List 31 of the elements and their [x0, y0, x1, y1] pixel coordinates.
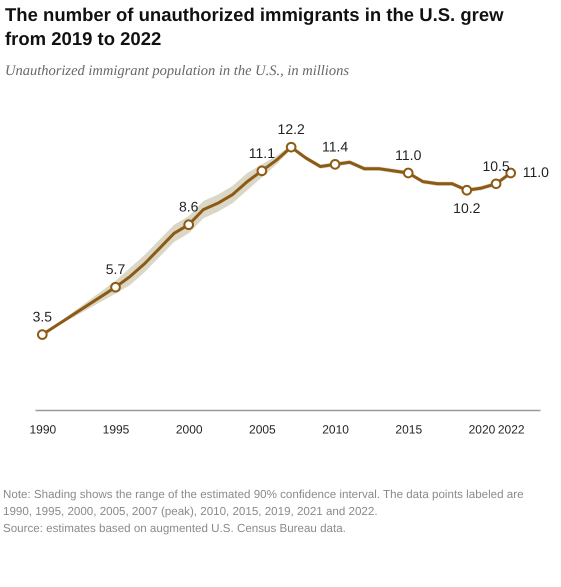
x-tick-label: 2020 [468, 422, 496, 436]
x-tick-label: 2010 [322, 422, 350, 436]
chart-subtitle: Unauthorized immigrant population in the U.S., in millions [5, 63, 349, 80]
data-label: 5.7 [106, 261, 126, 278]
point [402, 168, 414, 178]
point [110, 282, 121, 293]
x-tick-label: 2000 [176, 422, 203, 436]
chart-title: The number of unauthorized immigrants in the U.S. grew from 2019 to 2022 [5, 3, 505, 51]
point [183, 219, 194, 230]
point [461, 184, 472, 196]
point [256, 166, 268, 176]
data-label: 8.6 [178, 198, 199, 215]
text: Note: Shading shows the range of the estimated 90% confidence interval. The data points labeled are 1990, 1995, 2000, 2005, 2007 (peak), 2010, 2015, 2019, 2021 and 2022. [3, 487, 525, 520]
data-label: 3.5 [32, 308, 52, 325]
data-label: 10.5 [482, 158, 510, 174]
data-label: 11.1 [248, 144, 276, 161]
x-tick-label: 2022 [498, 422, 525, 436]
point [286, 142, 296, 152]
data-label: 11.4 [322, 138, 348, 154]
x-tick-label: 1990 [29, 422, 56, 436]
x-tick-label: 2015 [395, 422, 422, 436]
point [36, 329, 48, 340]
x-tick-label: 2005 [249, 422, 276, 436]
point [490, 178, 502, 190]
data-label: 12.2 [278, 121, 305, 138]
x-tick-label: 1995 [102, 422, 130, 436]
data-label: 11.0 [395, 147, 422, 164]
source-note: Source: estimates based on augmented U.S. Census Bureau data. [3, 521, 347, 537]
data-label: 11.0 [522, 164, 550, 180]
point [330, 159, 340, 170]
data-label: 10.2 [453, 200, 481, 216]
